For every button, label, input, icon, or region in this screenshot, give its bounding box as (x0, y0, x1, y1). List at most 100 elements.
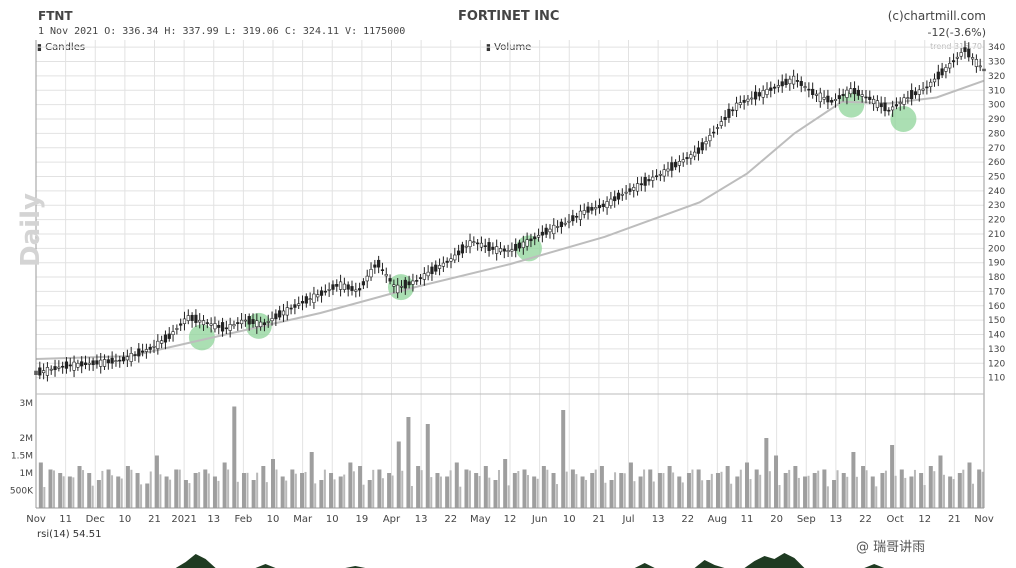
volume-bar (855, 476, 858, 508)
volume-bar (861, 466, 866, 508)
price-tick-label: 240 (988, 187, 1005, 197)
volume-bar (522, 469, 527, 508)
candle-body (354, 289, 358, 292)
volume-bar (715, 473, 720, 508)
volume-bar (449, 470, 452, 508)
volume-bar (648, 469, 653, 508)
candle-body (217, 325, 221, 328)
volume-bar (352, 471, 355, 508)
candle-body (616, 192, 621, 200)
volume-bar (556, 484, 559, 508)
candle-body (879, 103, 883, 108)
candle-body (220, 322, 225, 332)
volume-bar (454, 462, 459, 508)
volume-bar (551, 473, 556, 508)
candle-body (83, 362, 88, 365)
candle-body (316, 294, 320, 298)
candle-body (182, 318, 187, 324)
candle-body (765, 88, 769, 95)
candle-body (571, 215, 575, 222)
candle-body (434, 264, 438, 272)
candle-body (643, 177, 647, 186)
candle-body (460, 244, 465, 254)
candle-body (64, 361, 69, 369)
volume-bar (730, 483, 733, 508)
support-highlight (838, 91, 865, 118)
volume-bar (952, 479, 955, 508)
rsi-legend: rsi(14) 54.51 (37, 529, 101, 540)
candle-body (312, 293, 316, 303)
time-tick-label: Aug (708, 514, 728, 525)
volume-bar (948, 476, 953, 508)
time-tick-label: Sep (797, 514, 816, 525)
candle-body (186, 315, 190, 321)
candle-body (514, 243, 518, 251)
candle-body (605, 201, 609, 209)
volume-bar (623, 473, 626, 508)
volume-bar (265, 482, 268, 508)
time-tick-label: 10 (563, 514, 576, 525)
candle-body (746, 98, 750, 102)
candle-body (955, 56, 959, 59)
candle-body (849, 88, 853, 95)
candle-body (757, 92, 761, 97)
volume-bar (358, 466, 363, 508)
volume-bar (53, 470, 56, 508)
candle-body (548, 228, 552, 233)
candle-body (350, 286, 354, 291)
volume-bar (43, 487, 46, 508)
candle-body (369, 269, 373, 278)
volume-bar (348, 462, 353, 508)
volume-bar (178, 469, 181, 508)
time-tick-label: 22 (681, 514, 694, 525)
candle-body (380, 269, 385, 271)
candle-body (426, 271, 430, 277)
time-tick-label: Apr (383, 514, 401, 525)
volume-bar (783, 473, 788, 508)
candle-body (784, 78, 788, 85)
candle-body (792, 75, 796, 85)
candle-body (297, 303, 301, 306)
candle-body (483, 245, 487, 247)
candle-body (586, 206, 590, 213)
volume-bar (120, 478, 123, 508)
candle-body (118, 359, 122, 362)
company-title: FORTINET INC (458, 9, 560, 24)
volume-bar (913, 469, 916, 508)
volume-bar (768, 471, 771, 508)
volume-bar (323, 469, 326, 508)
candle-body (734, 102, 739, 111)
volume-bar (681, 482, 684, 508)
candle-body (87, 362, 91, 365)
volume-bar (493, 480, 498, 508)
candle-body (209, 323, 213, 326)
volume-bar (416, 466, 421, 508)
volume-bar (967, 462, 972, 508)
candle-body (601, 203, 605, 207)
candles-legend-icon: ▮ (37, 43, 42, 53)
volume-bar (203, 469, 208, 508)
candle-body (681, 159, 685, 163)
candle-body (875, 100, 879, 108)
volume-layer (38, 406, 984, 508)
candle-body (910, 90, 914, 100)
volume-bar (686, 473, 691, 508)
volume-bar (657, 473, 662, 508)
candle-body (487, 242, 491, 251)
volume-bar (638, 476, 643, 508)
volume-bar (314, 483, 317, 508)
volume-bar (154, 455, 159, 508)
volume-bar (67, 476, 72, 508)
candle-body (974, 59, 978, 67)
volume-bar (933, 471, 936, 508)
volume-bar (817, 470, 820, 508)
volume-bar (710, 473, 713, 508)
period-label: Daily (15, 193, 46, 267)
candle-body (814, 93, 819, 96)
rsi-layer (36, 553, 984, 568)
candle-body (468, 240, 472, 248)
candle-body (338, 281, 343, 290)
volume-bar (333, 479, 336, 508)
price-tick-label: 310 (988, 86, 1005, 96)
candle-body (525, 239, 529, 247)
